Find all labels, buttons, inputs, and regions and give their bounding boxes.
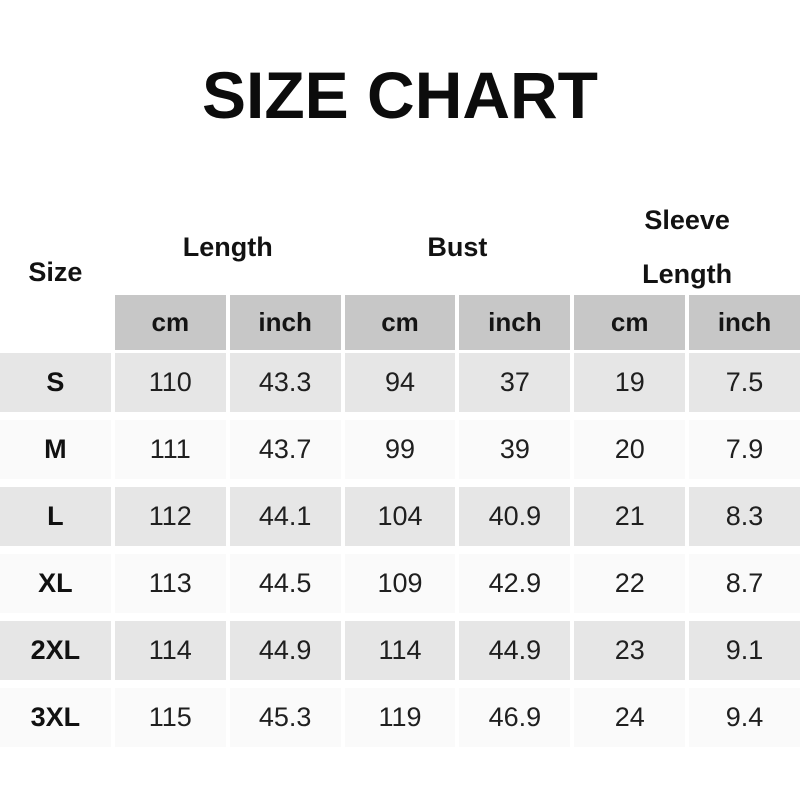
sleeve-inch-value: 7.9 <box>689 420 800 480</box>
size-label: S <box>0 353 111 413</box>
sleeve-cm-value: 21 <box>574 487 686 547</box>
sleeve-cm-value: 22 <box>574 554 686 614</box>
units-header-length-cm: cm <box>114 295 226 351</box>
table-row-m: M 111 43.7 99 39 20 7.9 <box>0 420 800 480</box>
size-label: 3XL <box>0 688 111 748</box>
bust-inch-value: 39 <box>459 420 571 480</box>
column-header-sleeve-line2: Length <box>642 259 733 290</box>
length-inch-value: 44.9 <box>229 621 341 681</box>
length-cm-value: 111 <box>114 420 226 480</box>
units-header-sleeve-inch: inch <box>689 295 800 351</box>
units-header-blank <box>0 295 111 350</box>
column-header-sleeve-length: Sleeve Length <box>574 193 800 301</box>
table-row-xl: XL 113 44.5 109 42.9 22 8.7 <box>0 554 800 614</box>
sleeve-cm-value: 23 <box>574 621 686 681</box>
length-inch-value: 43.3 <box>229 353 341 413</box>
sleeve-inch-value: 7.5 <box>689 353 800 413</box>
length-cm-value: 110 <box>114 353 226 413</box>
units-header-sleeve-cm: cm <box>574 295 686 351</box>
size-label: 2XL <box>0 621 111 681</box>
sleeve-inch-value: 9.1 <box>689 621 800 681</box>
size-label: M <box>0 420 111 480</box>
units-header-length-inch: inch <box>229 295 341 351</box>
page-title: SIZE CHART <box>202 58 598 132</box>
size-label: L <box>0 487 111 547</box>
units-header-bust-inch: inch <box>459 295 571 351</box>
units-header-row: cm inch cm inch cm inch <box>0 295 800 351</box>
sleeve-cm-value: 24 <box>574 688 686 748</box>
table-row-l: L 112 44.1 104 40.9 21 8.3 <box>0 487 800 547</box>
table-row-s: S 110 43.3 94 37 19 7.5 <box>0 353 800 413</box>
table-row-2xl: 2XL 114 44.9 114 44.9 23 9.1 <box>0 621 800 681</box>
length-cm-value: 112 <box>114 487 226 547</box>
bust-cm-value: 114 <box>344 621 456 681</box>
table-header-row: Size Length Bust Sleeve Length <box>0 193 800 293</box>
sleeve-cm-value: 19 <box>574 353 686 413</box>
column-header-bust: Bust <box>427 231 488 262</box>
column-header-sleeve-line1: Sleeve <box>644 205 730 236</box>
length-inch-value: 43.7 <box>229 420 341 480</box>
units-header-bust-cm: cm <box>344 295 456 351</box>
sleeve-inch-value: 8.7 <box>689 554 800 614</box>
bust-inch-value: 40.9 <box>459 487 571 547</box>
sleeve-cm-value: 20 <box>574 420 686 480</box>
length-cm-value: 115 <box>114 688 226 748</box>
bust-inch-value: 44.9 <box>459 621 571 681</box>
size-label: XL <box>0 554 111 614</box>
length-inch-value: 44.5 <box>229 554 341 614</box>
size-table: Size Length Bust Sleeve Length cm inch c… <box>0 193 800 748</box>
bust-cm-value: 104 <box>344 487 456 547</box>
length-cm-value: 113 <box>114 554 226 614</box>
bust-cm-value: 119 <box>344 688 456 748</box>
bust-inch-value: 46.9 <box>459 688 571 748</box>
bust-cm-value: 94 <box>344 353 456 413</box>
length-cm-value: 114 <box>114 621 226 681</box>
bust-cm-value: 109 <box>344 554 456 614</box>
sleeve-inch-value: 8.3 <box>689 487 800 547</box>
bust-inch-value: 37 <box>459 353 571 413</box>
length-inch-value: 44.1 <box>229 487 341 547</box>
bust-cm-value: 99 <box>344 420 456 480</box>
length-inch-value: 45.3 <box>229 688 341 748</box>
sleeve-inch-value: 9.4 <box>689 688 800 748</box>
column-header-size: Size <box>28 257 83 288</box>
column-header-length: Length <box>182 231 273 262</box>
bust-inch-value: 42.9 <box>459 554 571 614</box>
table-row-3xl: 3XL 115 45.3 119 46.9 24 9.4 <box>0 688 800 748</box>
